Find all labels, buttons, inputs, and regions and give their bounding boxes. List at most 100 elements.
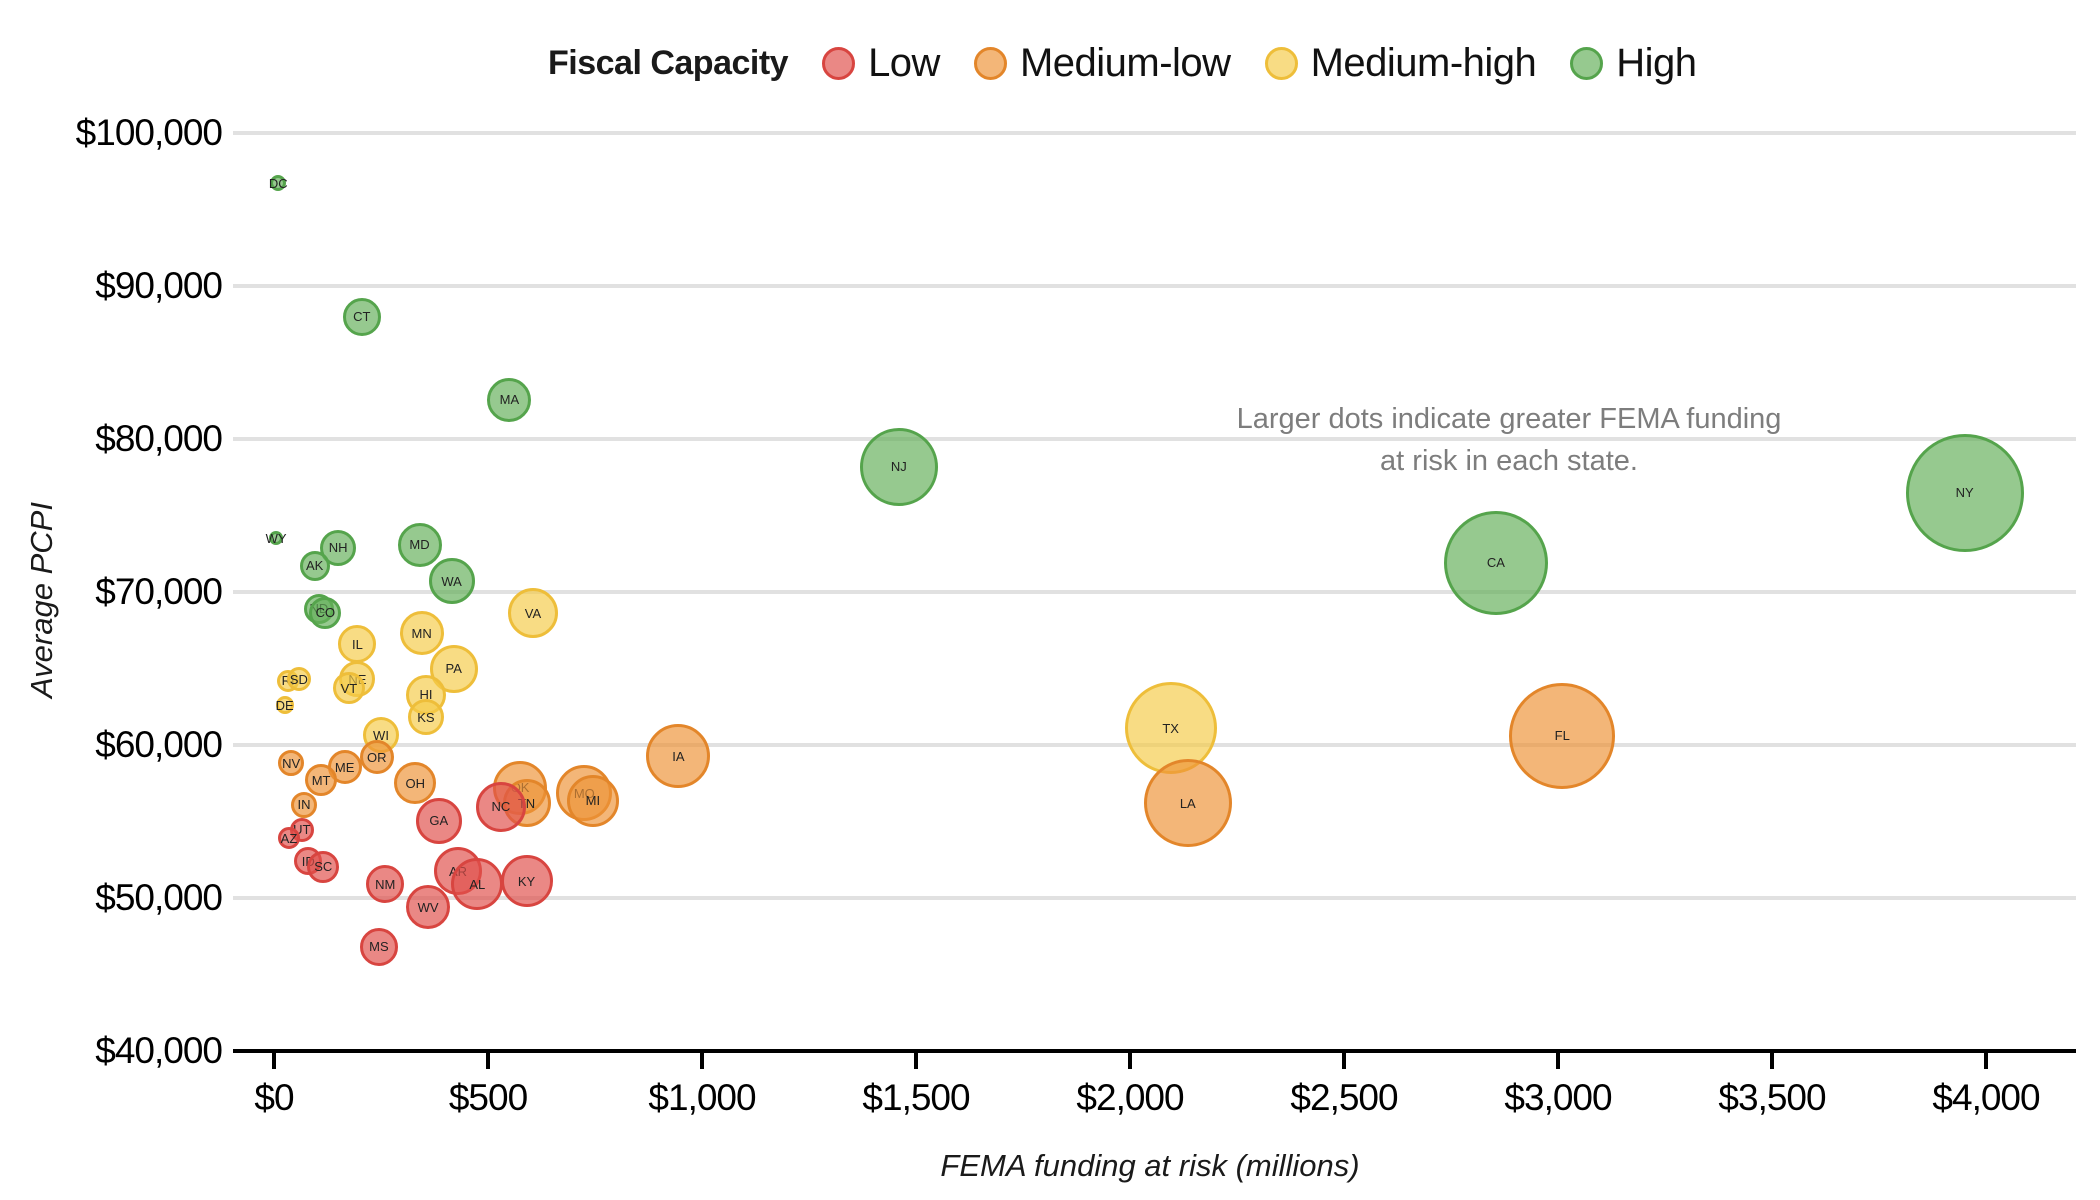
bubble-GA[interactable]: GA	[415, 797, 462, 844]
legend-swatch-low-icon	[822, 46, 856, 80]
bubble-label: SD	[289, 671, 308, 687]
bubble-label: LA	[1179, 795, 1196, 811]
bubble-WA[interactable]: WA	[428, 558, 475, 605]
bubble-DC[interactable]: DC	[268, 175, 288, 192]
x-tick-label: $2,000	[1076, 1077, 1184, 1118]
x-tick-label: $3,500	[1718, 1077, 1826, 1118]
bubble-TX[interactable]: TX	[1124, 682, 1217, 775]
bubble-label: KS	[417, 709, 435, 725]
bubble-MN[interactable]: MN	[399, 611, 444, 656]
bubble-NV[interactable]: NV	[278, 750, 305, 777]
bubble-label: MS	[369, 939, 389, 955]
annotation-line: Larger dots indicate greater FEMA fundin…	[1236, 403, 1782, 435]
bubble-KS[interactable]: KS	[407, 699, 444, 736]
bubble-label: AL	[469, 876, 486, 892]
bubble-label: WV	[417, 899, 439, 915]
legend-item-medium-low[interactable]: Medium-low	[973, 40, 1231, 86]
x-axis-line	[233, 1049, 2076, 1053]
bubble-MI[interactable]: MI	[566, 774, 619, 827]
bubble-OR[interactable]: OR	[359, 740, 394, 775]
legend-swatch-medium-low-icon	[973, 46, 1007, 80]
gridline	[233, 590, 2076, 594]
y-axis-title: Average PCPI	[24, 502, 59, 698]
bubble-PA[interactable]: PA	[429, 644, 478, 693]
bubble-KY[interactable]: KY	[500, 855, 553, 908]
bubble-IL[interactable]: IL	[338, 625, 377, 664]
bubble-WV[interactable]: WV	[406, 885, 451, 930]
bubble-SD[interactable]: SD	[286, 667, 311, 692]
y-tick-label: $50,000	[95, 877, 223, 918]
x-tick-label: $1,000	[648, 1077, 756, 1118]
legend-item-low[interactable]: Low	[822, 41, 940, 86]
bubble-VT[interactable]: VT	[332, 672, 365, 705]
gridline	[233, 896, 2076, 900]
bubble-MS[interactable]: MS	[359, 927, 398, 966]
bubble-MT[interactable]: MT	[305, 764, 338, 797]
bubble-label: NY	[1955, 485, 1974, 501]
legend-item-label: Low	[868, 40, 940, 85]
x-tick-label: $1,500	[862, 1077, 970, 1118]
bubble-label: KY	[517, 873, 536, 889]
bubble-label: AK	[305, 558, 324, 574]
gridline	[233, 284, 2076, 288]
x-tick	[1128, 1051, 1132, 1069]
bubble-MD[interactable]: MD	[397, 522, 442, 567]
y-tick-label: $80,000	[95, 418, 223, 459]
bubble-VA[interactable]: VA	[507, 588, 558, 639]
bubble-SC[interactable]: SC	[307, 850, 340, 883]
bubble-AK[interactable]: AK	[299, 550, 330, 581]
bubble-label: HI	[419, 687, 433, 702]
bubble-NM[interactable]: NM	[366, 865, 405, 904]
bubble-OH[interactable]: OH	[394, 762, 437, 805]
x-tick	[1342, 1051, 1346, 1069]
x-tick	[700, 1051, 704, 1069]
bubble-label: MA	[499, 392, 520, 408]
y-tick-label: $100,000	[75, 112, 223, 153]
bubble-label: NV	[282, 755, 301, 771]
gridline	[233, 131, 2076, 135]
bubble-FL[interactable]: FL	[1509, 682, 1616, 789]
legend-item-label: High	[1616, 40, 1697, 85]
bubble-CO[interactable]: CO	[309, 596, 342, 629]
x-tick-label: $3,000	[1504, 1077, 1612, 1118]
x-tick-label: $2,500	[1290, 1077, 1398, 1118]
legend-swatch-high-icon	[1570, 46, 1604, 80]
bubble-label: OR	[366, 749, 387, 765]
bubble-label: FL	[1554, 728, 1570, 744]
bubble-AZ[interactable]: AZ	[277, 827, 300, 850]
bubble-label: DE	[275, 697, 294, 713]
x-tick	[1556, 1051, 1560, 1069]
y-tick-label: $90,000	[95, 265, 223, 306]
bubble-label: IL	[352, 636, 363, 652]
bubble-NY[interactable]: NY	[1905, 433, 2024, 552]
legend-item-high[interactable]: High	[1570, 40, 1697, 86]
legend-item-label: Medium-low	[1019, 40, 1231, 85]
bubble-label: MI	[585, 793, 601, 809]
bubble-label: CA	[1486, 555, 1505, 571]
y-tick-label: $40,000	[95, 1030, 223, 1071]
bubble-IN[interactable]: IN	[290, 791, 317, 818]
bubble-IA[interactable]: IA	[646, 724, 711, 789]
bubble-NC[interactable]: NC	[475, 781, 526, 832]
bubble-CT[interactable]: CT	[342, 297, 381, 336]
bubble-label: OH	[405, 775, 425, 791]
bubble-LA[interactable]: LA	[1143, 759, 1232, 848]
bubble-MA[interactable]: MA	[487, 377, 532, 422]
legend-item-label: Medium-high	[1310, 40, 1537, 85]
legend-item-medium-high[interactable]: Medium-high	[1264, 40, 1537, 86]
bubble-DE[interactable]: DE	[275, 696, 294, 715]
bubble-label: NM	[375, 876, 396, 892]
x-tick	[1984, 1051, 1988, 1069]
bubble-label: MN	[411, 625, 432, 641]
bubble-label: NH	[328, 540, 348, 556]
bubble-AL[interactable]: AL	[451, 858, 504, 911]
bubble-CA[interactable]: CA	[1443, 510, 1548, 615]
bubble-WY[interactable]: WY	[266, 531, 287, 546]
legend-swatch-medium-high-icon	[1264, 46, 1298, 80]
bubble-label: ME	[334, 759, 355, 775]
bubble-label: DC	[268, 175, 288, 191]
x-tick-label: $0	[254, 1077, 294, 1118]
bubble-NJ[interactable]: NJ	[859, 427, 938, 506]
gridline	[233, 437, 2076, 441]
